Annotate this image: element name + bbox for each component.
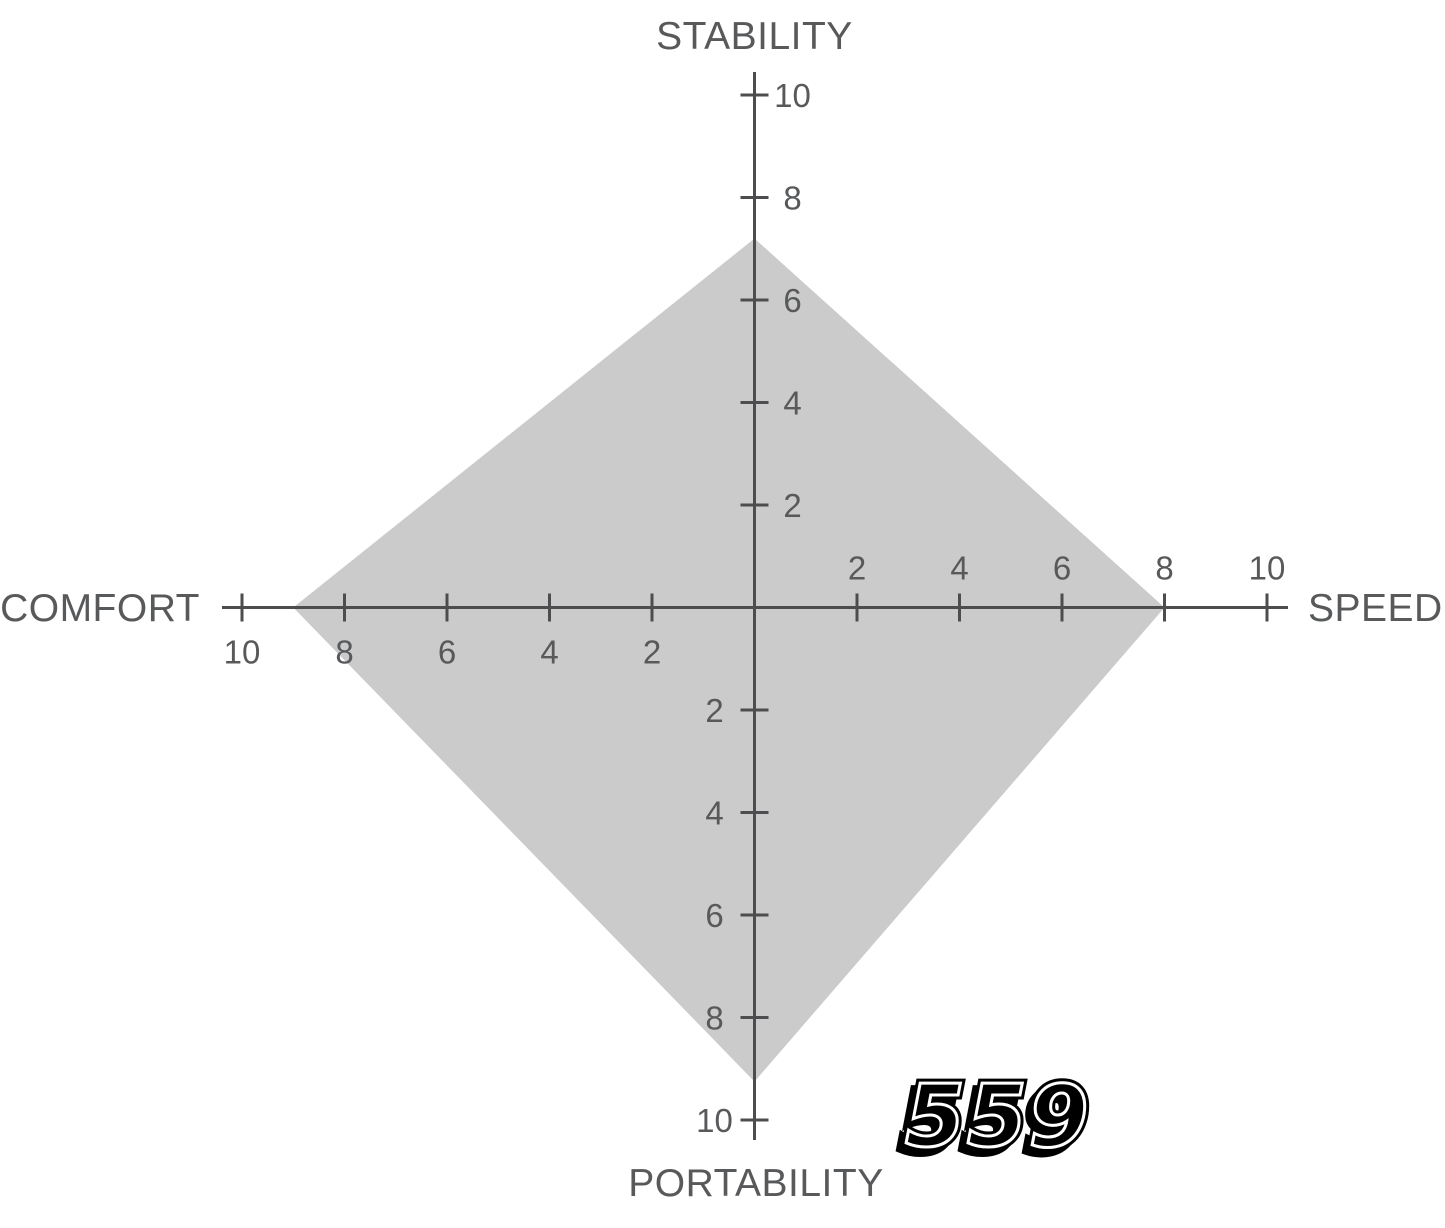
logo-559-shadow-layer: 559	[899, 1073, 1085, 1173]
tick-value-label: 10	[1249, 550, 1286, 587]
tick-value-label: 10	[774, 77, 811, 114]
tick-value-label: 2	[705, 692, 723, 729]
axis-label-comfort: COMFORT	[0, 587, 200, 630]
tick-value-label: 8	[783, 180, 801, 217]
tick-value-label: 2	[783, 487, 801, 524]
tick-value-label: 6	[438, 634, 456, 671]
data-polygon	[293, 238, 1165, 1082]
axis-tick-labels: 2 4 6 8 10 2 4 6 8 10 2 4 6 8 10 2 4 6 8 10	[224, 77, 1286, 1139]
logo-559-stripe-layer: 559	[905, 1067, 1091, 1167]
tick-value-label: 2	[848, 550, 866, 587]
tick-value-label: 8	[705, 1000, 723, 1037]
axis-ticks	[240, 93, 1269, 1122]
tick-value-label: 4	[705, 795, 723, 832]
tick-value-label: 6	[783, 282, 801, 319]
tick-value-label: 4	[540, 634, 558, 671]
tick-value-label: 8	[1155, 550, 1173, 587]
tick-value-label: 8	[335, 634, 353, 671]
axis-label-portability: PORTABILITY	[628, 1162, 883, 1205]
tick-value-label: 6	[705, 897, 723, 934]
axis-label-stability: STABILITY	[656, 15, 853, 58]
tick-value-label: 10	[224, 634, 261, 671]
tick-value-label: 6	[1053, 550, 1071, 587]
axis-label-speed: SPEED	[1308, 587, 1443, 630]
tick-value-label: 4	[950, 550, 968, 587]
tick-value-label: 10	[696, 1102, 733, 1139]
logo-559-base-layer: 559	[905, 1067, 1091, 1167]
logo-559: 559 559 559	[895, 1063, 1093, 1178]
tick-value-label: 2	[643, 634, 661, 671]
tick-value-label: 4	[783, 385, 801, 422]
